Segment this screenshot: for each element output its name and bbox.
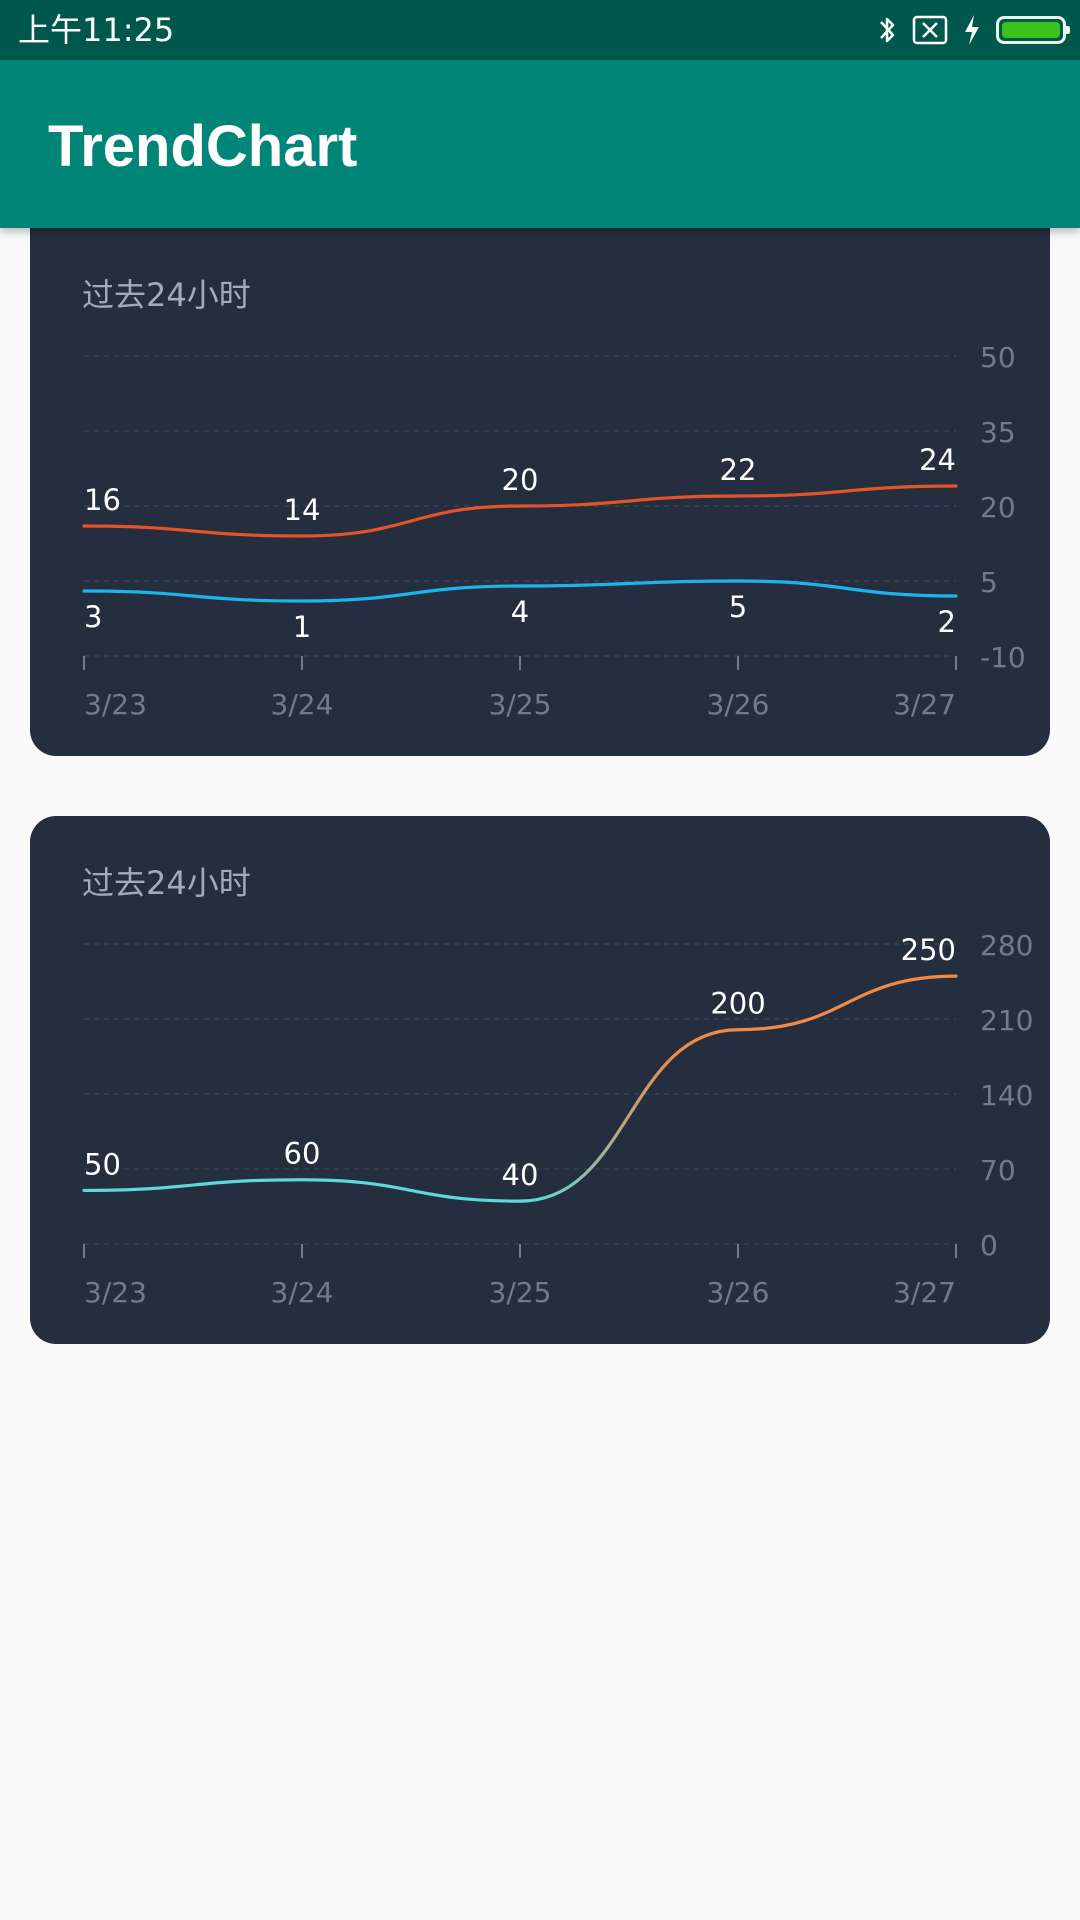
chart-card-2: 过去24小时 280 210 140 70 0 3/23 3/24 3/25 3/26 3/27 5… — [30, 816, 1050, 1344]
x-tick-label: 3/24 — [271, 1276, 334, 1309]
x-tick-label: 3/24 — [271, 688, 334, 721]
x-tick-label: 3/25 — [489, 688, 552, 721]
app-bar: TrendChart — [0, 60, 1080, 228]
series-line — [82, 974, 958, 1203]
chart-card-title: 过去24小时 — [82, 864, 251, 902]
status-icons — [862, 10, 1070, 50]
data-label: 22 — [720, 453, 757, 487]
data-label: 5 — [729, 590, 747, 624]
x-tick-label: 3/26 — [707, 1276, 770, 1309]
x-tick-label: 3/27 — [893, 1276, 956, 1309]
data-label: 50 — [84, 1147, 121, 1181]
y-tick-label: 35 — [980, 416, 1016, 449]
y-tick-label: 70 — [980, 1154, 1016, 1187]
x-tick-label: 3/25 — [489, 1276, 552, 1309]
y-tick-label: 5 — [980, 566, 998, 599]
data-label: 1 — [293, 610, 311, 644]
bluetooth-icon — [880, 17, 895, 43]
data-label: 14 — [284, 493, 321, 527]
y-tick-label: 50 — [980, 341, 1016, 374]
charging-bolt-icon — [965, 15, 979, 45]
y-tick-label: 280 — [980, 929, 1033, 962]
y-tick-label: 140 — [980, 1079, 1033, 1112]
data-label: 200 — [710, 987, 765, 1021]
x-tick-label: 3/27 — [893, 688, 956, 721]
battery-icon — [996, 16, 1070, 44]
data-label: 2 — [938, 605, 956, 639]
series-line — [82, 484, 958, 538]
status-bar: 上午11:25 — [0, 0, 1080, 60]
y-tick-label: 210 — [980, 1004, 1033, 1037]
y-tick-label: -10 — [980, 641, 1026, 674]
trend-chart-2: 280 210 140 70 0 3/23 3/24 3/25 3/26 3/27 50 60 40 20… — [82, 929, 1033, 1309]
data-label: 16 — [84, 483, 121, 517]
x-tick-label: 3/23 — [84, 688, 147, 721]
sim-error-icon — [912, 15, 948, 45]
status-time: 上午11:25 — [18, 11, 175, 49]
y-tick-label: 0 — [980, 1229, 998, 1262]
app-title: TrendChart — [48, 114, 358, 179]
data-label: 40 — [502, 1158, 539, 1192]
battery-level — [1002, 22, 1060, 38]
data-label: 250 — [901, 933, 956, 967]
data-label: 20 — [502, 463, 539, 497]
series-line — [82, 579, 958, 603]
y-tick-label: 20 — [980, 491, 1016, 524]
x-tick-label: 3/23 — [84, 1276, 147, 1309]
data-label: 24 — [919, 443, 956, 477]
chart-card-title: 过去24小时 — [82, 276, 251, 314]
data-label: 3 — [84, 600, 102, 634]
chart-card-1: 过去24小时 50 35 20 5 -10 3/23 3/24 3/25 3/26 3/27 16 1… — [30, 228, 1050, 756]
x-tick-label: 3/26 — [707, 688, 770, 721]
data-label: 4 — [511, 595, 529, 629]
data-label: 60 — [284, 1137, 321, 1171]
